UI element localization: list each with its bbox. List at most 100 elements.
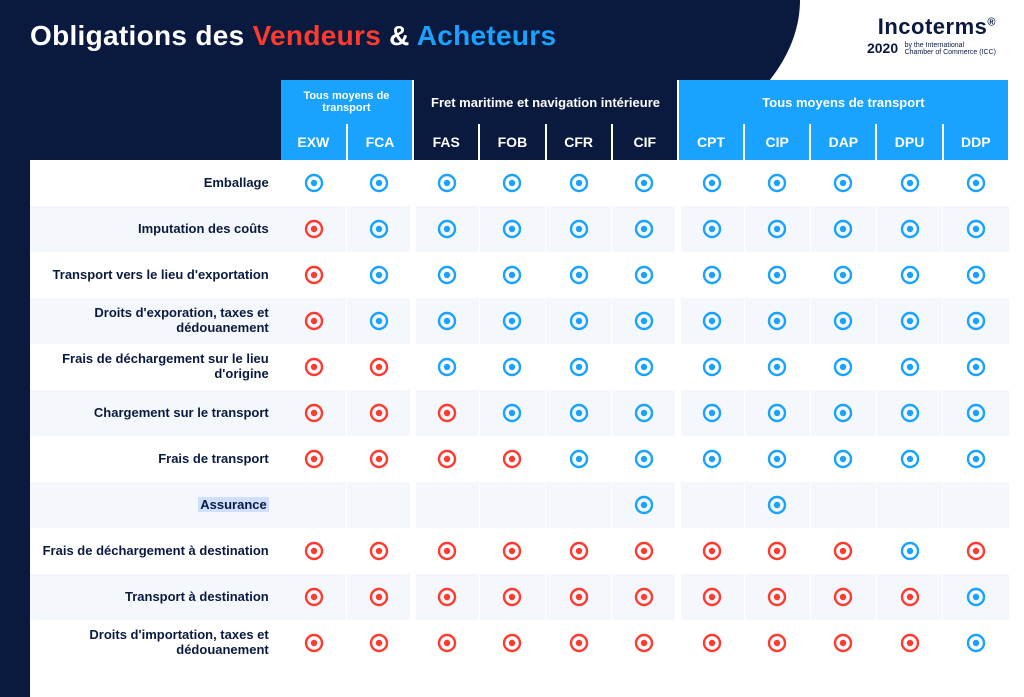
seller-dot-cell: [744, 160, 810, 206]
seller-dot-cell: [943, 252, 1009, 298]
seller-dot-cell: [943, 574, 1009, 620]
table-row: Droits d'exporation, taxes et dédouaneme…: [30, 298, 1009, 344]
buyer-dot-cell: [810, 574, 876, 620]
seller-dot-cell: [810, 390, 876, 436]
column-code-header: CFR: [546, 124, 612, 160]
logo-line1: Incoterms®: [867, 14, 996, 40]
buyer-dot-cell: [876, 574, 942, 620]
seller-dot-cell: [413, 298, 479, 344]
seller-dot-cell: [810, 206, 876, 252]
table-row: Droits d'importation, taxes et dédouanem…: [30, 620, 1009, 666]
buyer-dot-cell: [479, 528, 545, 574]
seller-dot-cell: [876, 344, 942, 390]
buyer-dot-cell: [943, 528, 1009, 574]
buyer-dot-cell: [347, 574, 413, 620]
seller-dot-cell: [810, 436, 876, 482]
navy-side-strip: [0, 0, 30, 697]
table-row: Frais de transport: [30, 436, 1009, 482]
column-code-header: CPT: [678, 124, 744, 160]
buyer-dot-cell: [810, 620, 876, 666]
buyer-dot-cell: [281, 436, 347, 482]
obligations-table: Tous moyens de transportFret maritime et…: [30, 80, 1010, 666]
table-row: Transport vers le lieu d'exportation: [30, 252, 1009, 298]
table-row: Assurance: [30, 482, 1009, 528]
buyer-dot-cell: [612, 620, 678, 666]
buyer-dot-cell: [281, 252, 347, 298]
seller-dot-cell: [546, 436, 612, 482]
title-prefix: Obligations des: [30, 20, 253, 51]
buyer-dot-cell: [281, 206, 347, 252]
buyer-dot-cell: [744, 574, 810, 620]
seller-dot-cell: [612, 206, 678, 252]
buyer-dot-cell: [876, 620, 942, 666]
buyer-dot-cell: [281, 574, 347, 620]
seller-dot-cell: [744, 344, 810, 390]
seller-dot-cell: [744, 252, 810, 298]
table-row: Emballage: [30, 160, 1009, 206]
seller-dot-cell: [347, 160, 413, 206]
logo-subtitle: by the International Chamber of Commerce…: [905, 42, 996, 56]
page-title: Obligations des Vendeurs & Acheteurs: [30, 20, 556, 52]
table-row: Imputation des coûts: [30, 206, 1009, 252]
seller-dot-cell: [413, 252, 479, 298]
seller-dot-cell: [744, 482, 810, 528]
seller-dot-cell: [347, 252, 413, 298]
page: Obligations des Vendeurs & Acheteurs Inc…: [0, 0, 1024, 697]
seller-dot-cell: [347, 206, 413, 252]
seller-dot-cell: [810, 344, 876, 390]
seller-dot-cell: [612, 390, 678, 436]
seller-dot-cell: [943, 344, 1009, 390]
column-code-header: CIF: [612, 124, 678, 160]
seller-dot-cell: [479, 298, 545, 344]
buyer-dot-cell: [678, 528, 744, 574]
seller-dot-cell: [479, 160, 545, 206]
buyer-dot-cell: [281, 620, 347, 666]
empty-cell: [413, 482, 479, 528]
empty-cell: [347, 482, 413, 528]
seller-dot-cell: [546, 298, 612, 344]
seller-dot-cell: [678, 390, 744, 436]
logo-year: 2020: [867, 40, 898, 56]
seller-dot-cell: [546, 252, 612, 298]
seller-dot-cell: [546, 344, 612, 390]
seller-dot-cell: [678, 206, 744, 252]
row-label: Transport à destination: [30, 574, 281, 620]
seller-dot-cell: [546, 160, 612, 206]
column-group-header: Tous moyens de transport: [678, 80, 1009, 124]
row-label: Emballage: [30, 160, 281, 206]
row-label: Droits d'importation, taxes et dédouanem…: [30, 620, 281, 666]
seller-dot-cell: [612, 160, 678, 206]
buyer-dot-cell: [413, 620, 479, 666]
empty-cell: [479, 482, 545, 528]
column-code-header: DPU: [876, 124, 942, 160]
seller-dot-cell: [744, 206, 810, 252]
buyer-dot-cell: [281, 528, 347, 574]
seller-dot-cell: [546, 390, 612, 436]
buyer-dot-cell: [810, 528, 876, 574]
buyer-dot-cell: [347, 344, 413, 390]
header-corner: [30, 80, 281, 124]
buyer-dot-cell: [546, 574, 612, 620]
buyer-dot-cell: [678, 620, 744, 666]
row-label: Frais de déchargement à destination: [30, 528, 281, 574]
empty-cell: [678, 482, 744, 528]
seller-dot-cell: [810, 298, 876, 344]
row-label: Assurance: [30, 482, 281, 528]
title-ampersand: &: [381, 20, 417, 51]
seller-dot-cell: [546, 206, 612, 252]
incoterms-logo: Incoterms® 2020 by the International Cha…: [867, 14, 996, 58]
logo-line2-wrap: 2020 by the International Chamber of Com…: [867, 40, 996, 58]
seller-dot-cell: [413, 206, 479, 252]
buyer-dot-cell: [281, 298, 347, 344]
table-row: Transport à destination: [30, 574, 1009, 620]
empty-cell: [281, 482, 347, 528]
buyer-dot-cell: [347, 528, 413, 574]
seller-dot-cell: [479, 390, 545, 436]
buyer-dot-cell: [281, 390, 347, 436]
seller-dot-cell: [612, 252, 678, 298]
column-group-header: Tous moyens de transport: [281, 80, 413, 124]
buyer-dot-cell: [678, 574, 744, 620]
seller-dot-cell: [943, 390, 1009, 436]
seller-dot-cell: [479, 252, 545, 298]
seller-dot-cell: [678, 298, 744, 344]
